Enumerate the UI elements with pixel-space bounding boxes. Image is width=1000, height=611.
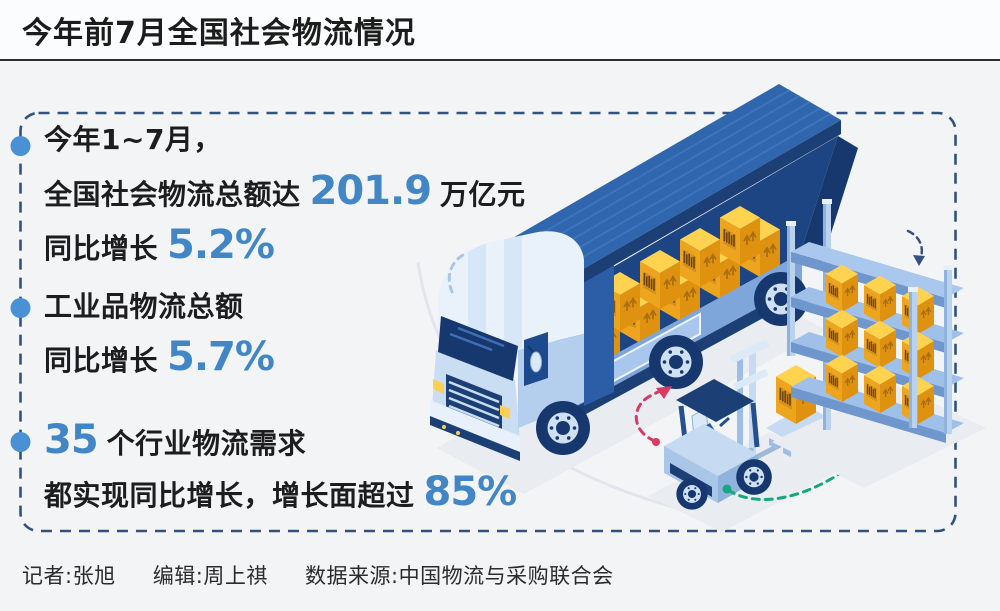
cargo-crate-icon — [775, 364, 817, 425]
bullet-dot — [10, 298, 31, 318]
cargo-crates-in-truck — [579, 205, 781, 366]
credit-data-source: 数据来源:中国物流与采购联合会 — [305, 564, 614, 588]
canopy — [676, 379, 754, 422]
stat2-line1: 工业品物流总额 — [44, 290, 244, 323]
stat1-unit: 万亿元 — [440, 178, 526, 211]
pallet — [766, 405, 832, 443]
stat1-line1: 今年1~7月， — [44, 123, 222, 156]
bullet-dot — [10, 432, 31, 452]
blue-route-arrow-icon — [906, 229, 925, 266]
red-route-arrow-icon — [634, 386, 672, 446]
stat-total-logistics: 今年1~7月， 全国社会物流总额达 201.9 万亿元 同比增长 5.2% — [44, 116, 526, 272]
stat3-line2-label: 都实现同比增长，增长面超过 — [44, 479, 415, 512]
credit-editor: 编辑:周上祺 — [152, 564, 268, 588]
stat3-coverage-value: 85% — [423, 469, 518, 515]
stat-industry-demand: 35 个行业物流需求 都实现同比增长，增长面超过 85% — [44, 414, 518, 518]
stat3-line1-label: 个行业物流需求 — [106, 427, 307, 460]
credits-bar: 记者:张旭 编辑:周上祺 数据来源:中国物流与采购联合会 — [22, 560, 644, 590]
windshield — [438, 316, 518, 381]
stat2-growth-value: 5.7% — [167, 334, 275, 380]
stat1-total-value: 201.9 — [309, 168, 433, 214]
page-title: 今年前7月全国社会物流情况 — [22, 15, 416, 51]
forklift-icon — [648, 339, 844, 532]
stat1-line2-label: 全国社会物流总额达 — [44, 178, 301, 211]
cargo-crates-on-rack — [825, 264, 935, 425]
stat2-growth-label: 同比增长 — [44, 344, 159, 377]
shelf-rack-icon — [772, 199, 986, 488]
headlight — [433, 379, 444, 394]
stat1-growth-value: 5.2% — [167, 222, 275, 268]
stat3-industry-count: 35 — [44, 417, 99, 463]
credit-reporter: 记者:张旭 — [22, 564, 116, 588]
stat1-growth-label: 同比增长 — [44, 232, 159, 265]
bullet-dot — [10, 136, 31, 156]
green-route-arrow-icon — [722, 450, 872, 501]
stat-industrial-logistics: 工业品物流总额 同比增长 5.7% — [44, 284, 275, 384]
header-bar: 今年前7月全国社会物流情况 — [0, 0, 1000, 61]
